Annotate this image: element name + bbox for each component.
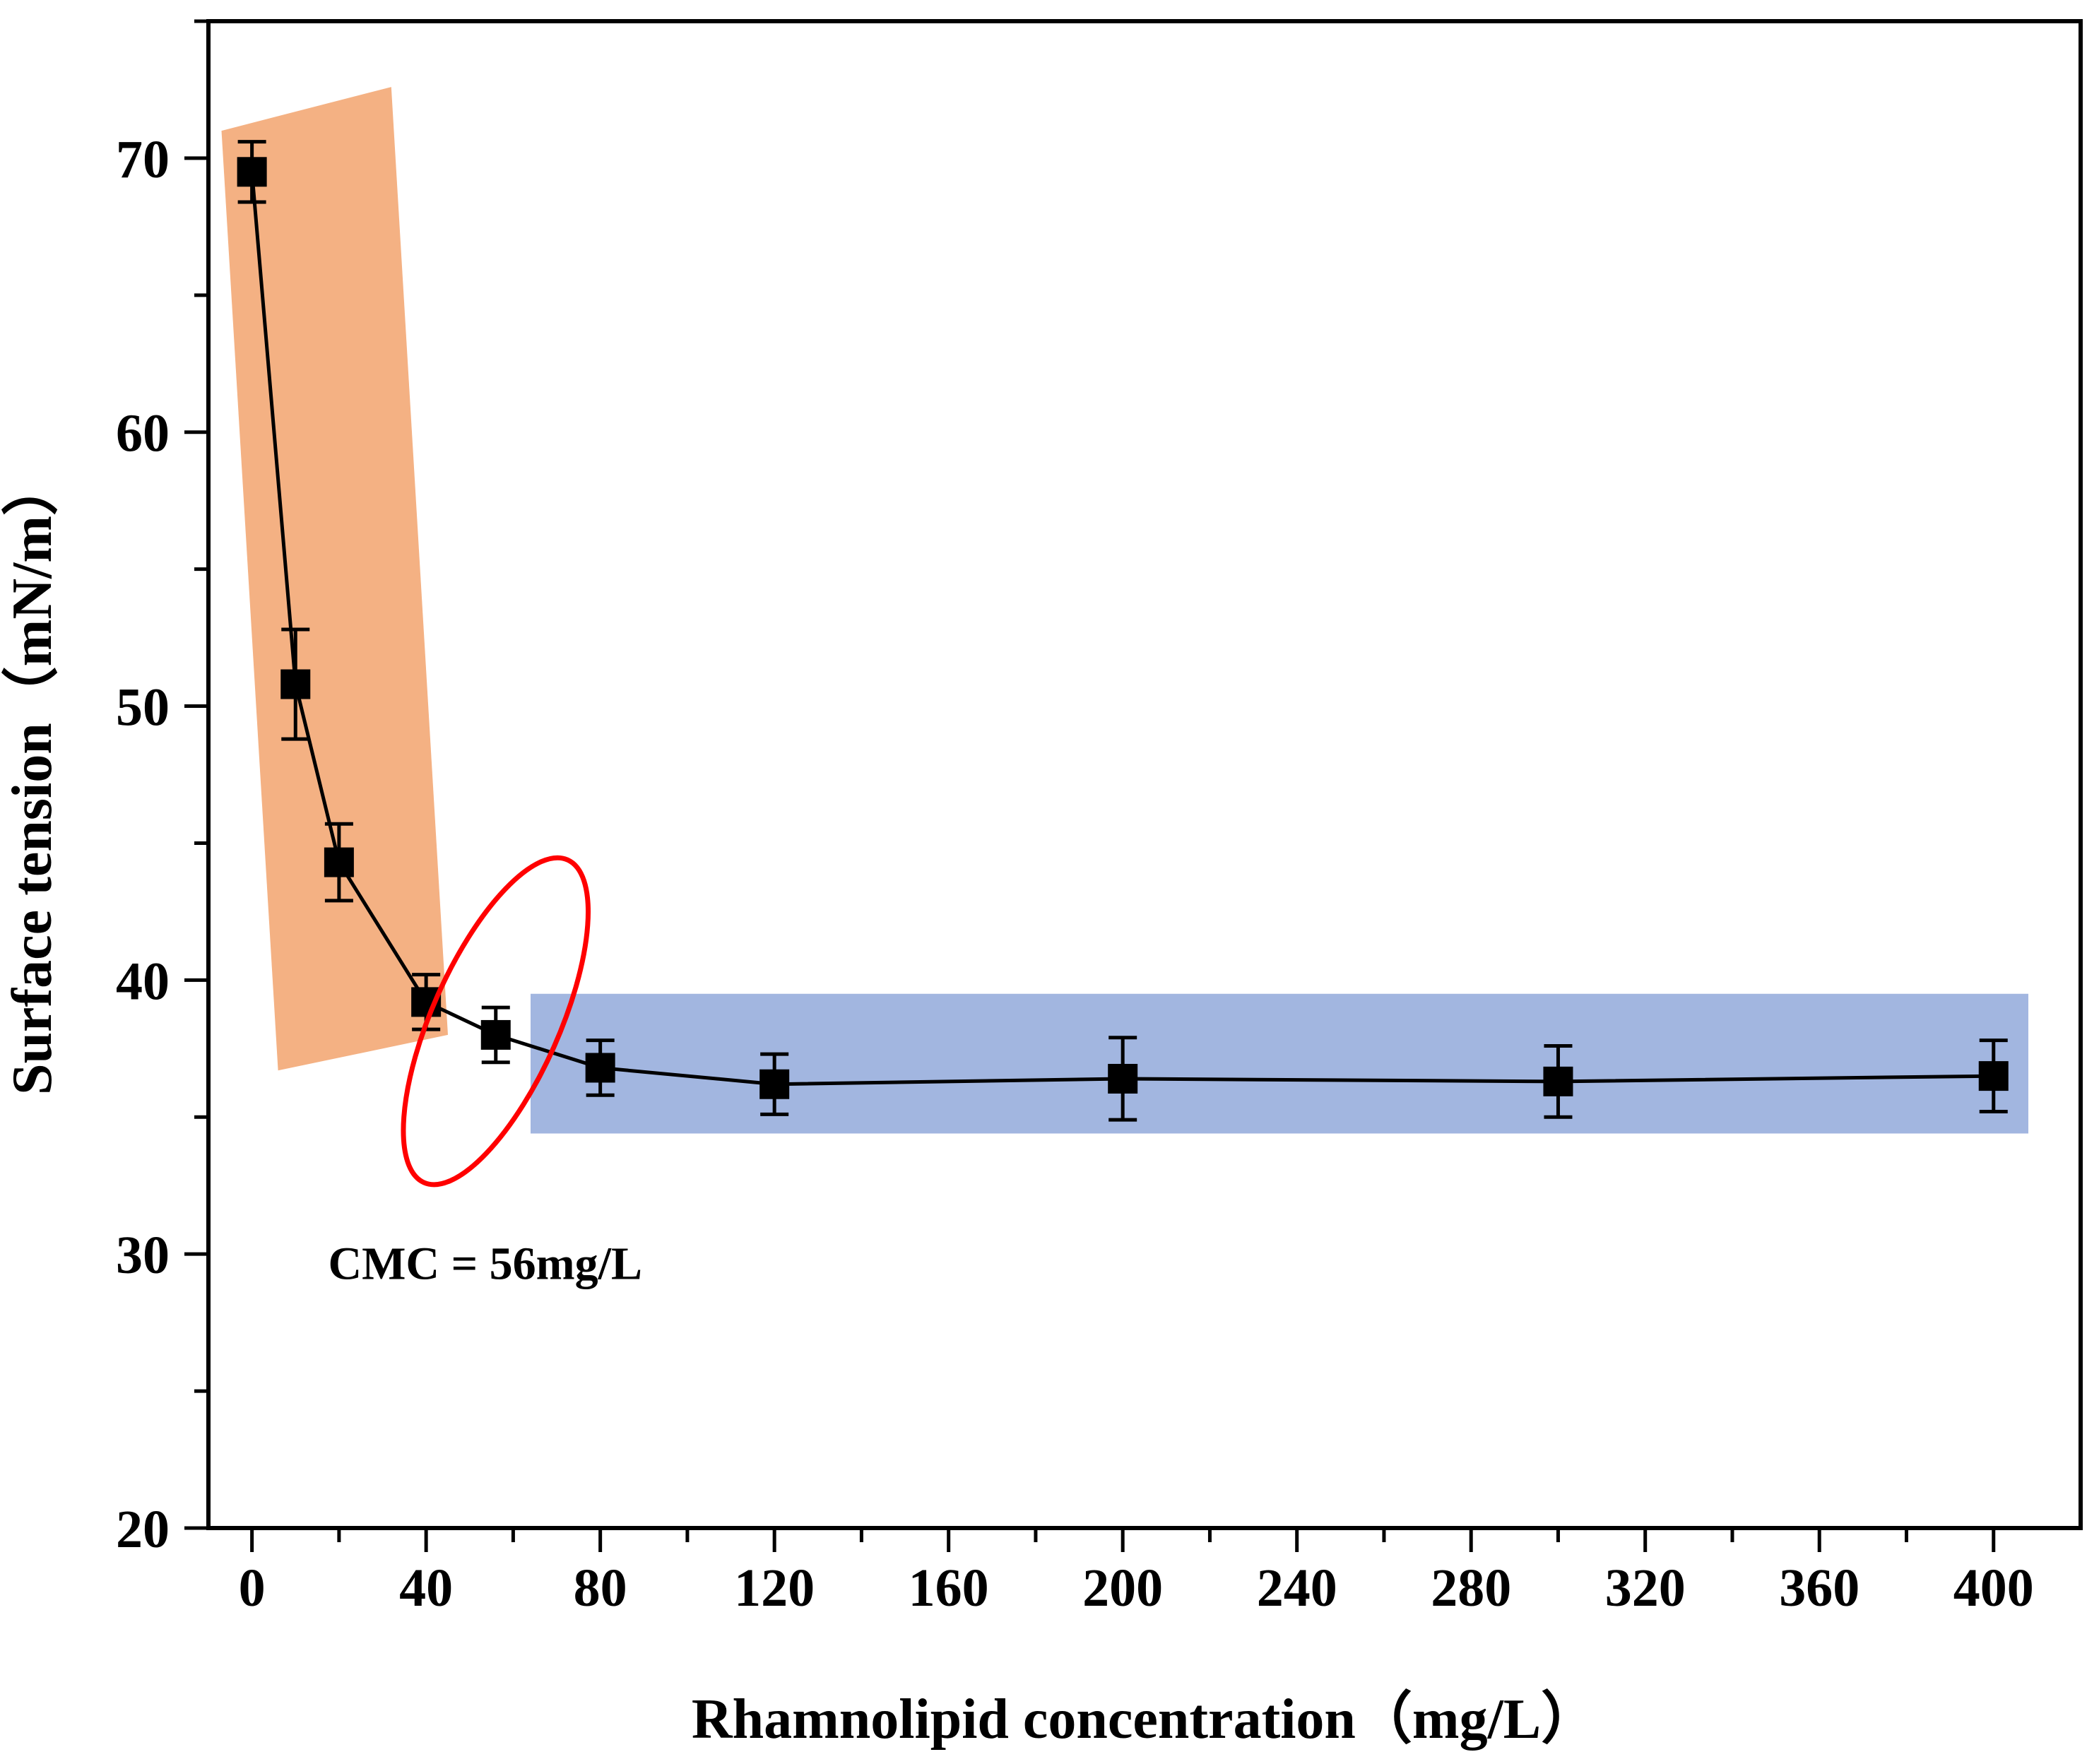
x-tick-label: 160 xyxy=(909,1558,989,1618)
x-tick-label: 280 xyxy=(1431,1558,1511,1618)
x-tick-label: 400 xyxy=(1953,1558,2034,1618)
y-tick-label: 70 xyxy=(116,130,170,189)
x-tick-label: 80 xyxy=(574,1558,627,1618)
data-point xyxy=(480,1019,511,1050)
series-line xyxy=(250,172,1994,1087)
highlight-regions xyxy=(221,87,2028,1134)
x-axis-title: Rhamnolipid concentration（mg/L） xyxy=(692,1688,1597,1751)
y-axis: 20 30 40 50 60 70 xyxy=(116,19,208,1559)
steep-decline-region xyxy=(221,87,448,1071)
plateau-region xyxy=(531,993,2028,1134)
annotation-layer: CMC = 56mg/L xyxy=(328,855,642,1290)
cmc-annotation: CMC = 56mg/L xyxy=(328,1238,642,1290)
y-tick-label: 20 xyxy=(116,1500,170,1559)
x-tick-label: 240 xyxy=(1257,1558,1337,1618)
y-tick-label: 50 xyxy=(116,678,170,738)
x-tick-label: 360 xyxy=(1779,1558,1859,1618)
x-tick-label: 0 xyxy=(239,1558,266,1618)
x-tick-label: 200 xyxy=(1082,1558,1163,1618)
data-point xyxy=(237,157,267,187)
cmc-ellipse xyxy=(401,855,591,1188)
data-point xyxy=(324,847,354,877)
data-series xyxy=(237,140,2009,1122)
y-axis-title: Surface tension（mN/m） xyxy=(1,459,64,1095)
x-axis: 0 40 80 120 160 200 240 280 320 360 400 xyxy=(239,1528,2034,1618)
data-point xyxy=(1543,1066,1573,1096)
data-point xyxy=(759,1069,790,1099)
y-tick-label: 40 xyxy=(116,952,170,1011)
x-tick-label: 120 xyxy=(734,1558,815,1618)
x-tick-label: 320 xyxy=(1605,1558,1686,1618)
data-point xyxy=(1978,1061,2009,1091)
plot-frame xyxy=(206,19,2083,1530)
data-point xyxy=(280,669,311,699)
data-point xyxy=(1108,1063,1138,1094)
y-tick-label: 60 xyxy=(116,404,170,463)
y-tick-label: 30 xyxy=(116,1226,170,1285)
x-tick-label: 40 xyxy=(399,1558,453,1618)
data-point xyxy=(585,1053,615,1083)
